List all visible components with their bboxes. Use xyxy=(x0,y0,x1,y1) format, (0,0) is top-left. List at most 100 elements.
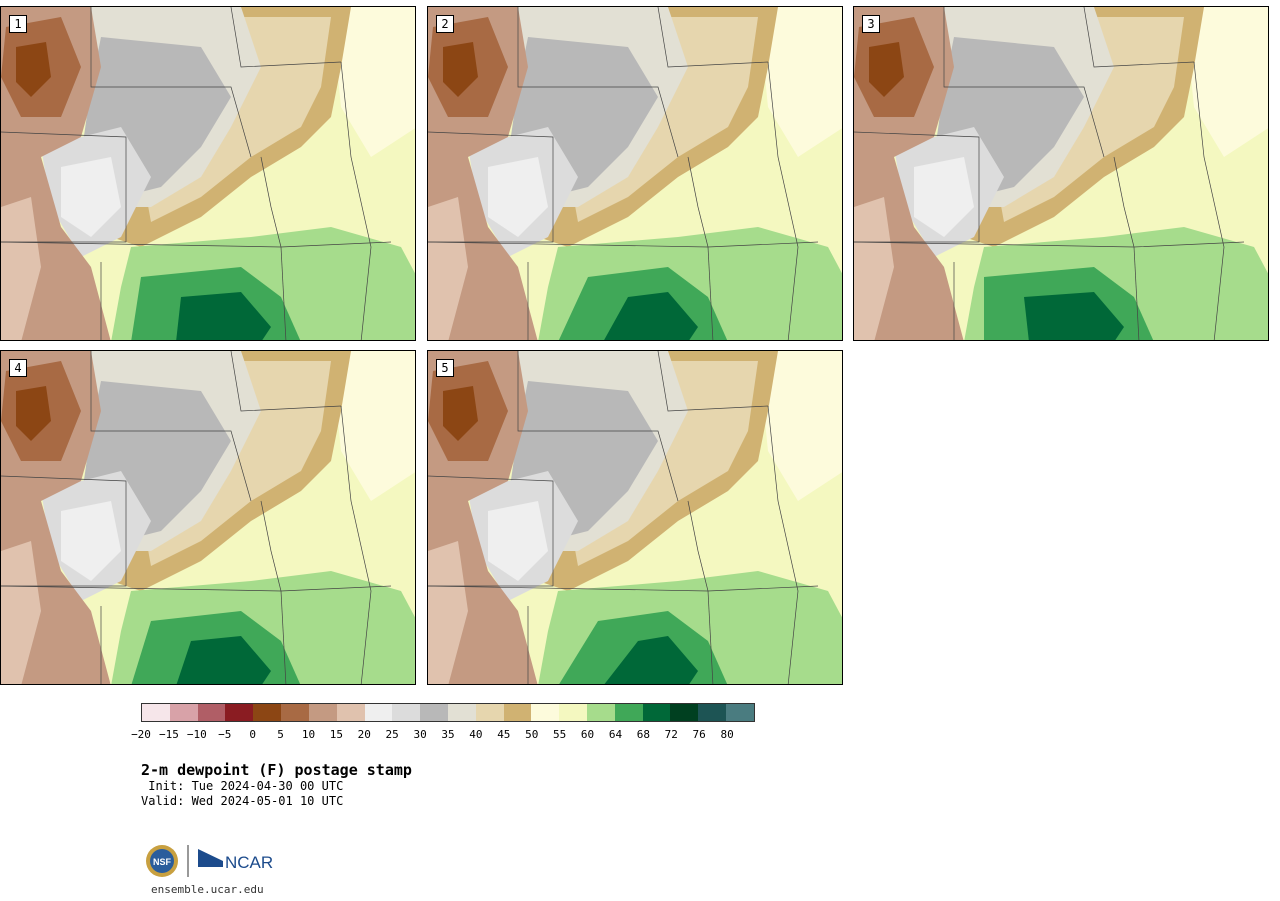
state-boundary xyxy=(707,590,714,684)
colorbar-swatch xyxy=(475,704,504,721)
state-boundary xyxy=(1113,156,1135,248)
colorbar-swatch xyxy=(642,704,671,721)
colorbar-tick-label: 15 xyxy=(329,728,343,741)
colorbar-swatch xyxy=(726,704,754,721)
colorbar-swatch xyxy=(559,704,587,721)
colorbar-tick-label: 0 xyxy=(249,728,256,741)
state-boundary xyxy=(687,156,709,248)
state-boundary xyxy=(707,246,714,340)
colorbar-swatch xyxy=(531,704,560,721)
dewpoint-map-5 xyxy=(428,351,842,684)
dewpoint-region-68 xyxy=(176,292,271,340)
colorbar-tick-label: 64 xyxy=(608,728,623,741)
colorbar-tick-label: 60 xyxy=(580,728,595,741)
state-boundary xyxy=(517,351,679,502)
colorbar-swatch xyxy=(308,704,337,721)
colorbar-swatch xyxy=(364,704,393,721)
stamp-panel-1: 1 xyxy=(0,6,416,341)
colorbar-tick-label: 72 xyxy=(664,728,678,741)
stamp-panel-3: 3 xyxy=(853,6,1269,341)
colorbar-tick-label: 55 xyxy=(553,728,567,741)
state-boundary xyxy=(428,475,554,587)
colorbar-swatch xyxy=(698,704,727,721)
colorbar-tick-label: −15 xyxy=(158,728,179,741)
state-boundary xyxy=(340,405,372,684)
colorbar-tick-label: 25 xyxy=(385,728,399,741)
dewpoint-region-50 xyxy=(1184,7,1268,157)
dewpoint-region-50 xyxy=(758,7,842,157)
colorbar-swatch xyxy=(587,704,615,721)
stamp-panel-5: 5 xyxy=(427,350,843,685)
colorbar-tick-label: 35 xyxy=(441,728,455,741)
colorbar-swatch xyxy=(420,704,448,721)
dewpoint-region-20 xyxy=(428,541,468,684)
dewpoint-region-20 xyxy=(854,197,894,340)
state-boundary xyxy=(1133,246,1140,340)
dewpoint-region-20 xyxy=(488,501,548,581)
colorbar-tick-label: −10 xyxy=(186,728,207,741)
colorbar-swatch xyxy=(253,704,282,721)
colorbar-swatch xyxy=(670,704,699,721)
state-boundary xyxy=(1083,7,1195,68)
nsf-logo-text: NSF xyxy=(153,857,172,867)
dewpoint-region-0 xyxy=(16,386,51,441)
state-boundary xyxy=(657,7,769,68)
dewpoint-map-1 xyxy=(1,7,415,340)
state-boundary xyxy=(1193,61,1225,340)
site-url: ensemble.ucar.edu xyxy=(151,883,264,896)
colorbar-swatch xyxy=(503,704,532,721)
colorbar-swatch xyxy=(197,704,226,721)
state-boundary xyxy=(854,131,980,243)
state-boundary xyxy=(90,7,252,158)
colorbar-tick-label: 10 xyxy=(301,728,316,741)
dewpoint-region-0 xyxy=(443,386,478,441)
state-boundary xyxy=(517,7,679,158)
colorbar-tick-label: 40 xyxy=(469,728,483,741)
colorbar-tick-label: −20 xyxy=(131,728,151,741)
dewpoint-region-50 xyxy=(758,351,842,501)
state-boundary xyxy=(1,131,127,243)
dewpoint-region-50 xyxy=(331,351,415,501)
dewpoint-colorbar xyxy=(141,703,755,722)
colorbar-swatch xyxy=(169,704,198,721)
state-boundary xyxy=(767,61,799,340)
state-boundary xyxy=(340,61,372,340)
dewpoint-region-20 xyxy=(1,197,41,340)
dewpoint-region-20 xyxy=(428,197,468,340)
dewpoint-region-68 xyxy=(1024,292,1124,340)
dewpoint-region-0 xyxy=(16,42,51,97)
dewpoint-region-68 xyxy=(604,292,698,340)
dewpoint-region-68 xyxy=(176,636,271,684)
dewpoint-region-20 xyxy=(914,157,974,237)
dewpoint-region-20 xyxy=(488,157,548,237)
colorbar-tick-label: 30 xyxy=(413,728,427,741)
dewpoint-map-4 xyxy=(1,351,415,684)
colorbar-swatch xyxy=(225,704,254,721)
state-boundary xyxy=(943,7,1105,158)
state-boundary xyxy=(90,351,252,502)
colorbar-swatch xyxy=(614,704,643,721)
dewpoint-map-2 xyxy=(428,7,842,340)
panel-label: 4 xyxy=(9,359,27,377)
colorbar-swatch xyxy=(447,704,476,721)
dewpoint-region-20 xyxy=(61,157,121,237)
colorbar-tick-label: 68 xyxy=(636,728,650,741)
stamp-panel-4: 4 xyxy=(0,350,416,685)
dewpoint-region-20 xyxy=(1,541,41,684)
state-boundary xyxy=(687,500,709,592)
colorbar-tick-label: 50 xyxy=(525,728,539,741)
colorbar-tick-label: 80 xyxy=(720,728,734,741)
dewpoint-region-68 xyxy=(604,636,698,684)
dewpoint-map-3 xyxy=(854,7,1268,340)
colorbar-tick-label: 20 xyxy=(357,728,371,741)
state-boundary xyxy=(657,351,769,412)
figure-title: 2-m dewpoint (F) postage stamp xyxy=(141,761,412,779)
dewpoint-region-0 xyxy=(869,42,904,97)
colorbar-tick-label: 5 xyxy=(277,728,284,741)
state-boundary xyxy=(260,156,282,248)
state-boundary xyxy=(428,131,554,243)
panel-label: 5 xyxy=(436,359,454,377)
valid-time: Valid: Wed 2024-05-01 10 UTC xyxy=(141,794,344,808)
state-boundary xyxy=(767,405,799,684)
panel-label: 2 xyxy=(436,15,454,33)
